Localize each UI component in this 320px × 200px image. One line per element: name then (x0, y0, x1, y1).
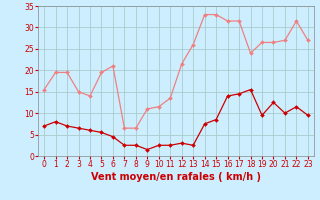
X-axis label: Vent moyen/en rafales ( km/h ): Vent moyen/en rafales ( km/h ) (91, 172, 261, 182)
